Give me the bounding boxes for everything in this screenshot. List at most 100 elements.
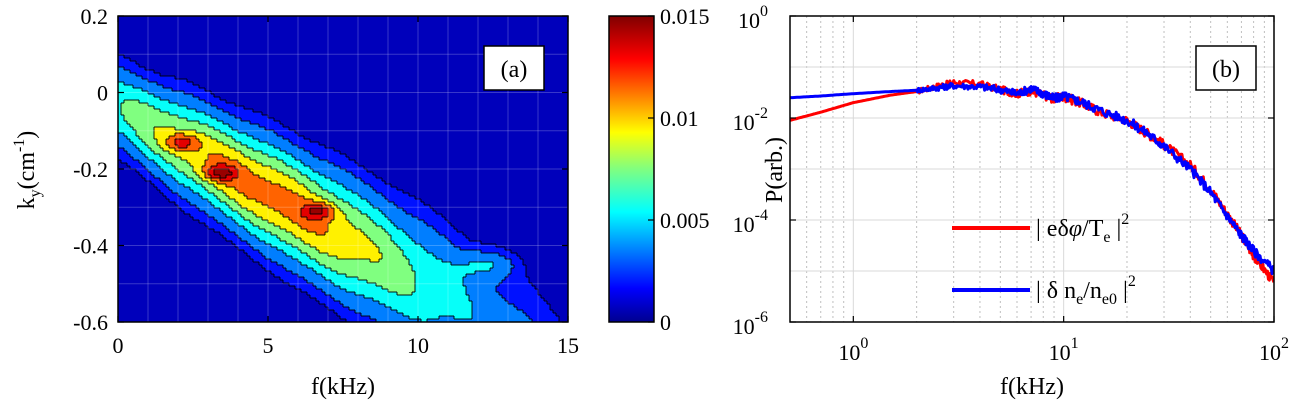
heatmap-cell <box>232 166 236 170</box>
heatmap-cell <box>208 223 212 227</box>
heatmap-cell <box>130 76 134 80</box>
heatmap-cell <box>139 184 143 188</box>
heatmap-cell <box>172 91 176 95</box>
heatmap-cell <box>142 208 146 212</box>
heatmap-cell <box>202 301 206 305</box>
heatmap-cell <box>118 151 122 155</box>
heatmap-cell <box>253 133 257 137</box>
heatmap-cell <box>196 133 200 137</box>
heatmap-cell <box>175 85 179 89</box>
heatmap-cell <box>151 118 155 122</box>
heatmap-cell <box>175 316 179 320</box>
heatmap-cell <box>238 307 242 311</box>
heatmap-cell <box>244 223 248 227</box>
heatmap-cell <box>121 226 125 230</box>
heatmap-cell <box>181 316 185 320</box>
heatmap-cell <box>151 235 155 239</box>
heatmap-cell <box>133 130 137 134</box>
heatmap-cell <box>139 58 143 62</box>
heatmap-cell <box>118 28 122 32</box>
heatmap-cell <box>178 268 182 272</box>
heatmap-cell <box>193 175 197 179</box>
heatmap-cell <box>124 160 128 164</box>
heatmap-cell <box>166 229 170 233</box>
heatmap-cell <box>172 226 176 230</box>
heatmap-cell <box>184 124 188 128</box>
heatmap-cell <box>202 277 206 281</box>
heatmap-cell <box>256 175 260 179</box>
heatmap-cell <box>163 139 167 143</box>
heatmap-cell <box>193 82 197 86</box>
heatmap-cell <box>253 166 257 170</box>
heatmap-cell <box>259 82 263 86</box>
heatmap-cell <box>163 253 167 257</box>
heatmap-cell <box>226 280 230 284</box>
heatmap-cell <box>127 52 131 56</box>
heatmap-cell <box>175 76 179 80</box>
heatmap-cell <box>253 61 257 65</box>
heatmap-cell <box>217 55 221 59</box>
heatmap-cell <box>136 163 140 167</box>
heatmap-cell <box>220 190 224 194</box>
heatmap-cell <box>148 85 152 89</box>
heatmap-cell <box>238 298 242 302</box>
heatmap-cell <box>232 229 236 233</box>
heatmap-cell <box>154 100 158 104</box>
heatmap-cell <box>250 37 254 41</box>
heatmap-cell <box>118 178 122 182</box>
heatmap-cell <box>169 130 173 134</box>
heatmap-cell <box>229 316 233 320</box>
heatmap-cell <box>253 40 257 44</box>
heatmap-cell <box>163 154 167 158</box>
heatmap-cell <box>250 43 254 47</box>
heatmap-cell <box>181 34 185 38</box>
heatmap-cell <box>196 316 200 320</box>
heatmap-cell <box>241 202 245 206</box>
heatmap-cell <box>130 265 134 269</box>
heatmap-cell <box>178 133 182 137</box>
heatmap-cell <box>247 139 251 143</box>
heatmap-cell <box>253 241 257 245</box>
heatmap-cell <box>259 118 263 122</box>
heatmap-cell <box>211 241 215 245</box>
heatmap-cell <box>205 79 209 83</box>
heatmap-cell <box>157 16 161 20</box>
heatmap-cell <box>139 226 143 230</box>
heatmap-cell <box>220 262 224 266</box>
heatmap-cell <box>202 82 206 86</box>
heatmap-cell <box>205 160 209 164</box>
heatmap-cell <box>208 40 212 44</box>
heatmap-cell <box>223 199 227 203</box>
heatmap-cell <box>199 178 203 182</box>
heatmap-cell <box>199 22 203 26</box>
heatmap-cell <box>175 151 179 155</box>
heatmap-cell <box>238 100 242 104</box>
heatmap-cell <box>241 175 245 179</box>
heatmap-cell <box>235 274 239 278</box>
heatmap-cell <box>217 298 221 302</box>
heatmap-cell <box>211 91 215 95</box>
heatmap-cell <box>172 88 176 92</box>
heatmap-cell <box>181 100 185 104</box>
heatmap-cell <box>121 280 125 284</box>
heatmap-cell <box>127 22 131 26</box>
heatmap-cell <box>118 34 122 38</box>
heatmap-cell <box>244 262 248 266</box>
heatmap-cell <box>259 274 263 278</box>
heatmap-cell <box>142 181 146 185</box>
heatmap-cell <box>127 133 131 137</box>
heatmap-cell <box>193 70 197 74</box>
heatmap-cell <box>151 157 155 161</box>
heatmap-cell <box>169 268 173 272</box>
heatmap-cell <box>148 268 152 272</box>
heatmap-cell <box>196 88 200 92</box>
heatmap-cell <box>178 121 182 125</box>
heatmap-cell <box>130 310 134 314</box>
heatmap-cell <box>220 58 224 62</box>
heatmap-cell <box>196 295 200 299</box>
heatmap-cell <box>199 127 203 131</box>
heatmap-cell <box>244 193 248 197</box>
heatmap-cell <box>226 148 230 152</box>
heatmap-cell <box>256 55 260 59</box>
heatmap-cell <box>238 97 242 101</box>
